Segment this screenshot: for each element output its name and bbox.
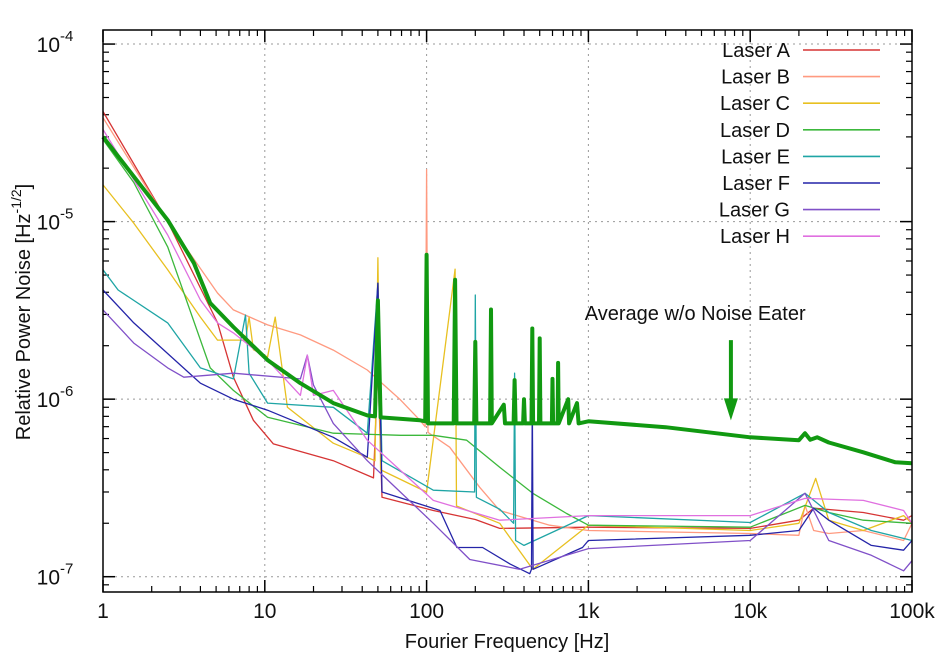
- y-tick-base: 10: [37, 567, 60, 590]
- legend-label: Laser F: [722, 173, 790, 195]
- y-axis-label: Relative Power Noise [Hz-1/2]: [8, 184, 35, 440]
- series-line-laser-d: [102, 139, 913, 528]
- y-tick-exponent: -5: [60, 206, 73, 223]
- series-line-laser-h: [102, 129, 913, 524]
- y-tick-base: 10: [37, 212, 60, 235]
- x-tick-label: 100k: [889, 600, 935, 623]
- y-axis-label-exponent: -1/2: [8, 189, 24, 213]
- x-tick-label: 10k: [733, 600, 767, 623]
- legend-label: Laser C: [720, 93, 790, 115]
- axis-ticks: [102, 30, 913, 592]
- x-tick-label: 100: [409, 600, 444, 623]
- y-axis-label-text: Relative Power Noise [Hz: [13, 213, 35, 440]
- plot-frame: [102, 29, 913, 593]
- series-line-laser-a: [102, 111, 913, 530]
- x-tick-label: 10: [253, 600, 276, 623]
- series-line-laser-e: [102, 269, 913, 547]
- y-tick-label: 10-4: [37, 28, 74, 57]
- series-line-laser-g: [102, 309, 913, 572]
- y-tick-base: 10: [37, 389, 60, 412]
- y-tick-exponent: -7: [60, 561, 73, 578]
- y-tick-label: 10-7: [37, 561, 74, 590]
- legend: Laser A Laser B Laser C Laser D Laser E Laser…: [719, 40, 880, 248]
- y-tick-label: 10-6: [37, 383, 74, 412]
- y-tick-exponent: -6: [60, 383, 73, 400]
- x-axis-label: Fourier Frequency [Hz]: [405, 631, 610, 653]
- legend-label: Laser D: [720, 120, 790, 142]
- series-line-average: [101, 135, 913, 466]
- grid-lines: [103, 30, 912, 592]
- y-tick-base: 10: [37, 34, 60, 57]
- x-tick-label: 1: [97, 600, 109, 623]
- annotation-arrow-head: [723, 398, 738, 421]
- y-tick-exponent: -4: [60, 28, 73, 45]
- x-tick-label: 1k: [577, 600, 600, 623]
- legend-label: Laser E: [721, 146, 790, 168]
- legend-label: Laser B: [721, 67, 790, 89]
- legend-label: Laser H: [720, 226, 790, 248]
- series-lines: [101, 111, 913, 575]
- series-line-laser-b: [102, 117, 913, 542]
- annotation-text: Average w/o Noise Eater: [585, 303, 806, 325]
- legend-label: Laser G: [719, 200, 790, 222]
- legend-label: Laser A: [722, 40, 790, 62]
- y-axis-label-close: ]: [13, 184, 35, 190]
- annotation: Average w/o Noise Eater: [585, 303, 806, 421]
- y-tick-label: 10-5: [37, 206, 74, 235]
